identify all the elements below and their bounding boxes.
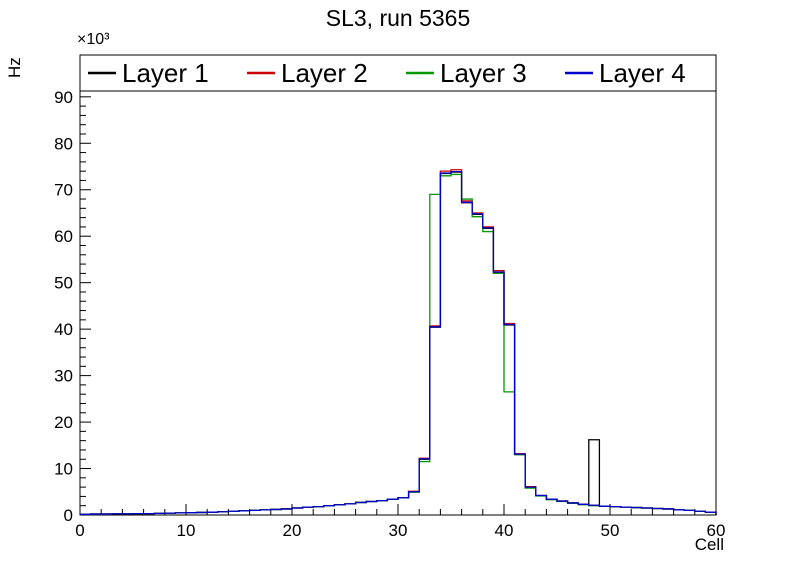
series-path-layer-3	[80, 173, 717, 515]
x-axis-title: Cell	[695, 535, 724, 554]
x-tick-label: 10	[177, 521, 196, 540]
y-tick-label: 0	[64, 506, 73, 525]
y-tick-label: 90	[54, 88, 73, 107]
y-tick-label: 10	[54, 460, 73, 479]
x-tick-label: 60	[707, 521, 726, 540]
y-axis-multiplier-label: ×10³	[77, 31, 110, 48]
series-path-layer-1	[80, 171, 717, 515]
y-tick-label: 40	[54, 320, 73, 339]
x-tick-label: 0	[75, 521, 84, 540]
x-tick-label: 50	[601, 521, 620, 540]
x-tick-label: 40	[495, 521, 514, 540]
legend-label-layer-3: Layer 3	[440, 58, 527, 88]
y-tick-label: 80	[54, 134, 73, 153]
legend-label-layer-2: Layer 2	[281, 58, 368, 88]
x-tick-label: 20	[283, 521, 302, 540]
series-path-layer-2	[80, 169, 717, 515]
chart-layer: 0 10 20 30 40 50 60 0 10 20 30 40 50 60 70 80 90 Layer 1 L…	[54, 54, 726, 540]
x-tick-label: 30	[389, 521, 408, 540]
y-tick-label: 50	[54, 274, 73, 293]
y-axis-title: Hz	[5, 57, 24, 78]
plot-frame	[79, 54, 717, 516]
legend-label-layer-4: Layer 4	[599, 58, 686, 88]
legend-box	[79, 54, 717, 92]
y-tick-label: 70	[54, 181, 73, 200]
y-tick-label: 30	[54, 367, 73, 386]
y-tick-label: 60	[54, 227, 73, 246]
series-path-layer-4	[80, 170, 717, 515]
plot-title: SL3, run 5365	[326, 5, 471, 31]
y-tick-label: 20	[54, 413, 73, 432]
legend-label-layer-1: Layer 1	[122, 58, 209, 88]
